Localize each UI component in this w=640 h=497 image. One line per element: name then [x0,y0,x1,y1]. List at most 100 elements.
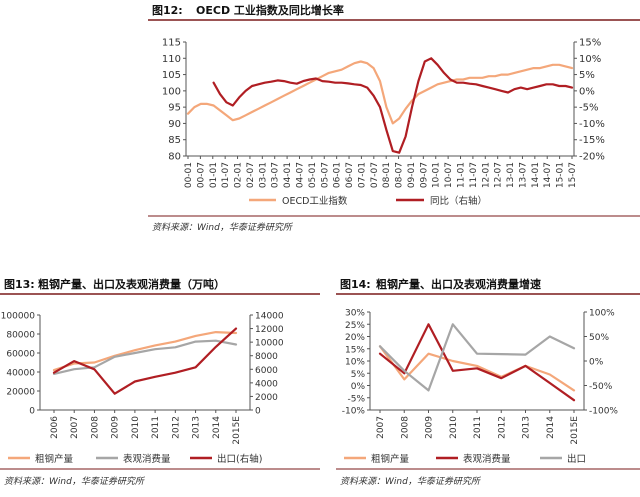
right-tick-label: -15% [579,135,605,146]
x-tick-label: 13-07 [518,162,528,188]
x-tick-label: 2013 [522,416,532,439]
x-tick-label: 14-01 [531,162,541,188]
x-tick-label: 09-01 [407,162,417,188]
figure-14-left-axis: 30% 25% 20% 15% 10% 5% 0% -5% -10% [342,309,371,417]
figure-13-title: 粗钢产量、出口及表观消费量（万吨） [38,277,225,291]
left-tick-label: 100000 [1,312,36,322]
x-tick-label: 08-01 [382,162,392,188]
right-tick-label: 15% [579,38,601,49]
x-tick-label: 12-01 [481,162,491,188]
left-tick-label: 25% [345,321,365,331]
x-tick-label: 11-07 [469,162,479,188]
left-tick-label: -10% [342,407,366,417]
x-tick-label: 15-07 [568,162,578,188]
x-tick-label: 15-01 [556,162,566,188]
x-tick-label: 02-01 [234,162,244,188]
left-tick-label: 10% [345,358,365,368]
right-tick-label: 14000 [255,312,284,322]
series-line-0 [186,60,574,125]
x-tick-label: 2009 [111,416,121,439]
right-tick-label: 8000 [255,352,278,362]
right-tick-label: -50% [589,382,613,392]
figure-12-legend: OECD工业指数 同比（右轴） [249,195,487,207]
figure-14-source: 资料来源：Wind，华泰证券研究所 [340,476,482,487]
x-tick-label: 2009 [425,416,435,439]
left-tick-label: 85 [168,135,181,146]
x-tick-label: 06-01 [333,162,343,188]
right-tick-label: 4000 [255,379,278,389]
x-tick-label: 04-07 [295,162,305,188]
x-tick-label: 10-01 [432,162,442,188]
right-tick-label: 100% [589,309,615,319]
series-line-2 [378,323,576,392]
figure-14-svg: 图14: 粗钢产量、出口及表观消费量增速 30% 25% 20% 15% 10% 5% 0%… [336,277,640,487]
x-tick-label: 2013 [192,416,202,439]
right-tick-label: 6000 [255,366,278,376]
right-tick-label: 0% [579,86,595,97]
right-tick-label: -100% [589,407,618,417]
x-tick-label: 05-01 [308,162,318,188]
figure-12-x-axis: 00-01 00-07 01-01 01-07 02-01 02-07 03-01 03-07… [184,155,578,188]
right-tick-label: 50% [589,333,609,343]
left-tick-label: 110 [162,54,181,65]
left-tick-label: 95 [168,103,181,114]
x-tick-label: 07-01 [357,162,367,188]
figure-14-legend: 粗钢产量 表观消费量 出口 [344,453,586,465]
figure-14-title: 粗钢产量、出口及表观消费量增速 [376,277,541,291]
right-tick-label: 12000 [255,325,284,335]
x-tick-label: 07-07 [370,162,380,188]
figure-12-svg: 图12: OECD 工业指数及同比增长率 115 110 105 100 95 90 85 8… [148,3,640,233]
series-line-0 [378,345,576,392]
left-tick-label: 30% [345,309,365,319]
left-tick-label: 60000 [6,350,35,360]
figure-14-panel: 图14: 粗钢产量、出口及表观消费量增速 30% 25% 20% 15% 10% 5% 0%… [336,270,640,497]
x-tick-label: 2008 [400,416,410,439]
right-tick-label: -20% [579,152,605,163]
x-tick-label: 13-01 [506,162,516,188]
figure-13-prefix: 图13: [4,278,35,291]
legend-label-yoy: 同比（右轴） [430,195,487,207]
x-tick-label: 08-07 [395,162,405,188]
left-tick-label: 105 [162,70,181,81]
figure-13-svg: 图13: 粗钢产量、出口及表观消费量（万吨） 10000080000600004… [0,277,320,487]
x-tick-label: 2010 [449,416,459,439]
right-tick-label: 0% [589,358,604,368]
series-line-0 [52,331,238,372]
x-tick-label: 04-01 [283,162,293,188]
x-tick-label: 2010 [131,416,141,439]
figure-12-panel: 图12: OECD 工业指数及同比增长率 115 110 105 100 95 90 85 8… [0,0,640,240]
figure-12-right-axis: 15% 10% 5% 0% -5% -10% -15% -20% [573,38,605,163]
left-tick-label: 90 [168,119,181,130]
x-tick-label: 12-07 [494,162,504,188]
x-tick-label: 2012 [497,416,507,439]
x-tick-label: 05-07 [320,162,330,188]
left-tick-label: 20000 [6,388,35,398]
figure-12-plot [186,57,574,154]
figure-13-right-axis: 14000 12000 10000 8000 6000 4000 2000 0 [249,312,284,417]
x-tick-label: 00-07 [196,162,206,188]
left-tick-label: 115 [162,38,181,49]
x-tick-label: 2007 [70,416,80,439]
x-tick-label: 2008 [90,416,100,439]
figure-12-source: 资料来源：Wind，华泰证券研究所 [152,222,294,233]
left-tick-label: 20% [345,333,365,343]
series-line-1 [212,57,574,154]
left-tick-label: 15% [345,345,365,355]
figure-14-right-axis: 100% 50% 0% -50% -100% [583,309,618,417]
right-tick-label: 0 [255,407,261,417]
left-tick-label: 80000 [6,331,35,341]
figure-12-title: OECD 工业指数及同比增长率 [196,3,344,17]
figure-13-panel: 图13: 粗钢产量、出口及表观消费量（万吨） 100000 80000 60000 4… [0,270,320,497]
figure-13-source: 资料来源：Wind，华泰证券研究所 [4,476,146,487]
legend-label-steel-output: 粗钢产量 [35,453,74,465]
x-tick-label: 09-07 [419,162,429,188]
series-line-1 [52,339,238,375]
right-tick-label: 2000 [255,393,278,403]
x-tick-label: 2011 [473,416,483,439]
legend-label-steel-output-growth: 粗钢产量 [371,453,410,465]
x-tick-label: 2011 [151,416,161,439]
x-tick-label: 10-07 [444,162,454,188]
x-tick-label: 06-07 [345,162,355,188]
legend-label-export-growth: 出口 [567,453,586,465]
x-tick-label: 03-01 [258,162,268,188]
